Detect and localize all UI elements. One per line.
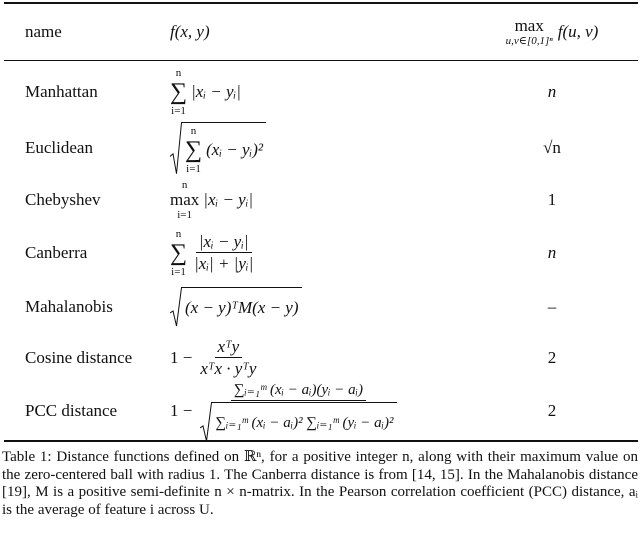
header-rule: [4, 60, 638, 61]
sum-bottom: i=1: [171, 266, 186, 278]
radical-sign-icon: [170, 287, 182, 327]
row-name: Canberra: [25, 243, 88, 262]
formula-body: (xᵢ − yᵢ)²: [206, 139, 263, 159]
formula-chebyshev: n max i=1 |xᵢ − yᵢ|: [170, 179, 500, 221]
table-row: Canberra n ∑ i=1 |xᵢ − yᵢ| |xᵢ| + |yᵢ| n: [0, 224, 640, 282]
top-rule: [4, 2, 638, 4]
radical-sign-icon: [170, 122, 182, 175]
formula-body: |xᵢ − yᵢ|: [191, 82, 241, 101]
sum-bottom: i=1: [171, 105, 186, 117]
max-operator: max: [514, 15, 544, 35]
sum-top: n: [175, 228, 182, 240]
denominator: |xᵢ| + |yᵢ|: [194, 254, 254, 273]
max-bottom: i=1: [177, 209, 193, 221]
prefix: 1 −: [170, 348, 193, 367]
header-f: f(x, y): [170, 22, 210, 41]
denominator: ∑ᵢ₌₁ᵐ (xᵢ − aᵢ)² ∑ᵢ₌₁ᵐ (yᵢ − aᵢ)²: [215, 415, 394, 431]
table-row: Euclidean n ∑ i=1 (xᵢ − yᵢ)² √n: [0, 120, 640, 176]
max-subscript: u,v∈[0,1]ⁿ: [505, 34, 553, 47]
row-name: Cosine distance: [25, 348, 133, 367]
row-name: Chebyshev: [25, 190, 101, 209]
formula-body: (x − y)ᵀM(x − y): [185, 298, 299, 317]
max-top: n: [181, 179, 188, 191]
numerator: ∑ᵢ₌₁ᵐ (xᵢ − aᵢ)(yᵢ − aᵢ): [230, 380, 367, 401]
header-row: name f(x, y) max u,v∈[0,1]ⁿ f(u, v): [0, 6, 640, 58]
radical-sign-icon: [200, 402, 212, 442]
row-name: Euclidean: [25, 138, 93, 157]
table-caption: Table 1: Distance functions defined on ℝ…: [2, 449, 638, 518]
numerator: xᵀy: [214, 337, 243, 358]
formula-cosine: 1 − xᵀy xᵀx · yᵀy: [170, 337, 500, 379]
square-root: n ∑ i=1 (xᵢ − yᵢ)²: [170, 121, 266, 175]
max-operator: max: [170, 190, 200, 209]
sum-symbol: ∑: [170, 79, 188, 105]
denominator: xᵀx · yᵀy: [200, 359, 257, 378]
row-max: –: [547, 297, 557, 316]
row-max: 1: [547, 190, 557, 209]
row-max: n: [547, 243, 557, 262]
formula-pcc: 1 − ∑ᵢ₌₁ᵐ (xᵢ − aᵢ)(yᵢ − aᵢ) ∑ᵢ₌₁ᵐ (xᵢ −…: [170, 380, 500, 442]
formula-canberra: n ∑ i=1 |xᵢ − yᵢ| |xᵢ| + |yᵢ|: [170, 228, 500, 278]
formula-euclidean: n ∑ i=1 (xᵢ − yᵢ)²: [170, 121, 500, 175]
table-row: Chebyshev n max i=1 |xᵢ − yᵢ| 1: [0, 176, 640, 224]
row-name: PCC distance: [25, 401, 118, 420]
table-row: Cosine distance 1 − xᵀy xᵀx · yᵀy 2: [0, 332, 640, 384]
row-name: Mahalanobis: [25, 297, 113, 316]
sum-bottom: i=1: [186, 162, 201, 175]
formula-manhattan: n ∑ i=1 |xᵢ − yᵢ|: [170, 67, 500, 117]
header-name: name: [25, 22, 62, 41]
sum-top: n: [190, 124, 197, 137]
prefix: 1 −: [170, 401, 193, 420]
square-root: ∑ᵢ₌₁ᵐ (xᵢ − aᵢ)² ∑ᵢ₌₁ᵐ (yᵢ − aᵢ)²: [200, 402, 397, 442]
formula-mahalanobis: (x − y)ᵀM(x − y): [170, 287, 500, 327]
table-row: PCC distance 1 − ∑ᵢ₌₁ᵐ (xᵢ − aᵢ)(yᵢ − aᵢ…: [0, 382, 640, 438]
bottom-rule: [4, 440, 638, 442]
formula-body: |xᵢ − yᵢ|: [203, 190, 254, 209]
max-f: f(u, v): [557, 22, 599, 41]
row-max: 2: [547, 401, 557, 420]
square-root: (x − y)ᵀM(x − y): [170, 287, 302, 327]
sum-symbol: ∑: [170, 240, 188, 266]
table-row: Mahalanobis (x − y)ᵀM(x − y) –: [0, 282, 640, 332]
row-max: n: [547, 82, 557, 101]
table-row: Manhattan n ∑ i=1 |xᵢ − yᵢ| n: [0, 64, 640, 120]
row-max: 2: [547, 348, 557, 367]
row-name: Manhattan: [25, 82, 98, 101]
sum-symbol: ∑: [185, 136, 203, 163]
row-max: √n: [543, 138, 561, 157]
sum-top: n: [175, 67, 182, 79]
numerator: |xᵢ − yᵢ|: [195, 232, 252, 253]
header-max: max u,v∈[0,1]ⁿ f(u, v): [500, 15, 604, 48]
